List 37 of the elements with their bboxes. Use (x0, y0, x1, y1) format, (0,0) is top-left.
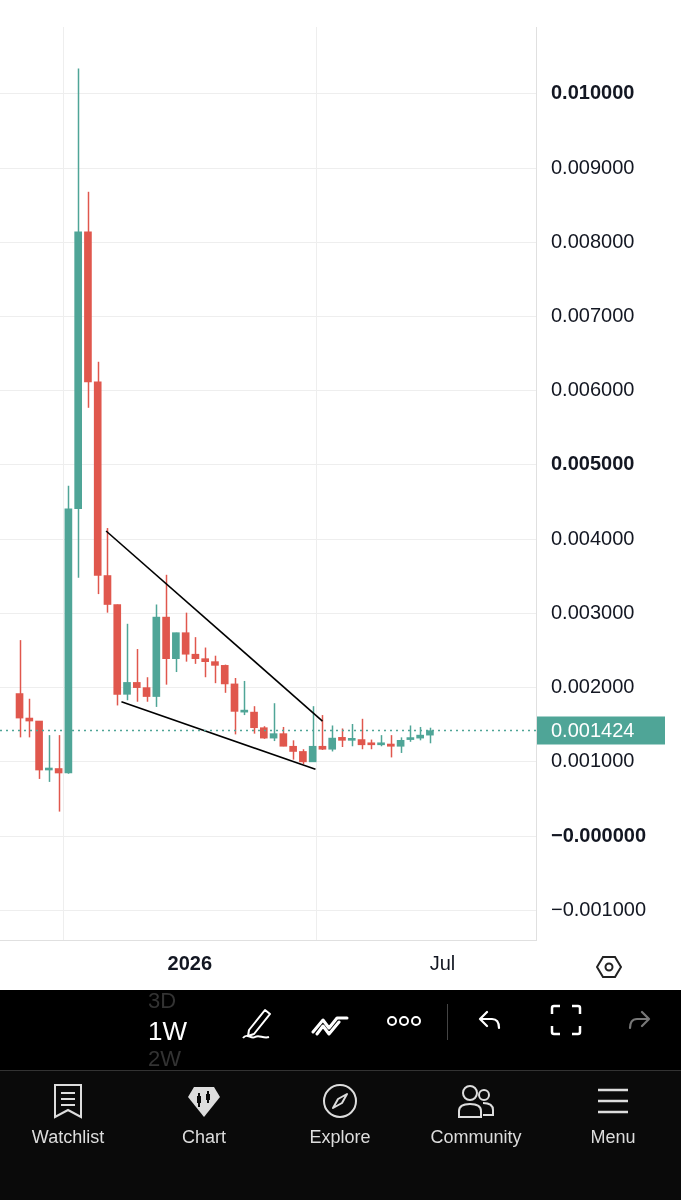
candlestick (357, 718, 366, 750)
y-tick-label: 0.002000 (551, 675, 635, 698)
ref-line-label: 0.001424 (551, 718, 635, 741)
candlestick (211, 654, 219, 684)
candlestick (250, 705, 258, 735)
y-tick-label: 0.006000 (551, 378, 635, 401)
y-tick-label: 0.008000 (551, 229, 635, 252)
candlestick (181, 611, 190, 663)
candlestick (289, 739, 297, 761)
text: Explore (309, 1127, 371, 1147)
x-tick-label: Jul (429, 951, 456, 974)
x-tick-label: 2026 (167, 951, 213, 974)
y-tick-label: 0.009000 (551, 155, 635, 178)
candlestick (387, 734, 395, 759)
candlestick (201, 646, 210, 678)
text: Chart (181, 1127, 226, 1147)
candlestick (279, 726, 288, 748)
candlestick (54, 734, 63, 813)
candlestick (132, 648, 141, 703)
candlestick (220, 663, 229, 694)
candlestick (191, 636, 200, 665)
y-tick-label: 0.007000 (551, 304, 635, 326)
text: Watchlist (31, 1127, 105, 1147)
text: Menu (590, 1127, 636, 1147)
y-tick-label: 0.004000 (551, 526, 635, 549)
y-tick-label: 0.010000 (551, 81, 635, 104)
candlestick (338, 727, 346, 748)
candlestick (318, 714, 327, 751)
text: Community (430, 1127, 522, 1147)
y-tick-label: −0.001000 (551, 897, 647, 920)
y-tick-label: −0.000000 (551, 823, 647, 846)
candlestick (123, 623, 131, 701)
y-tick-label: 0.005000 (551, 452, 635, 475)
text: 1W (148, 1016, 187, 1047)
candlestick (142, 676, 151, 703)
y-tick-label: 0.003000 (551, 600, 635, 623)
y-tick-label: 0.001000 (551, 749, 635, 772)
